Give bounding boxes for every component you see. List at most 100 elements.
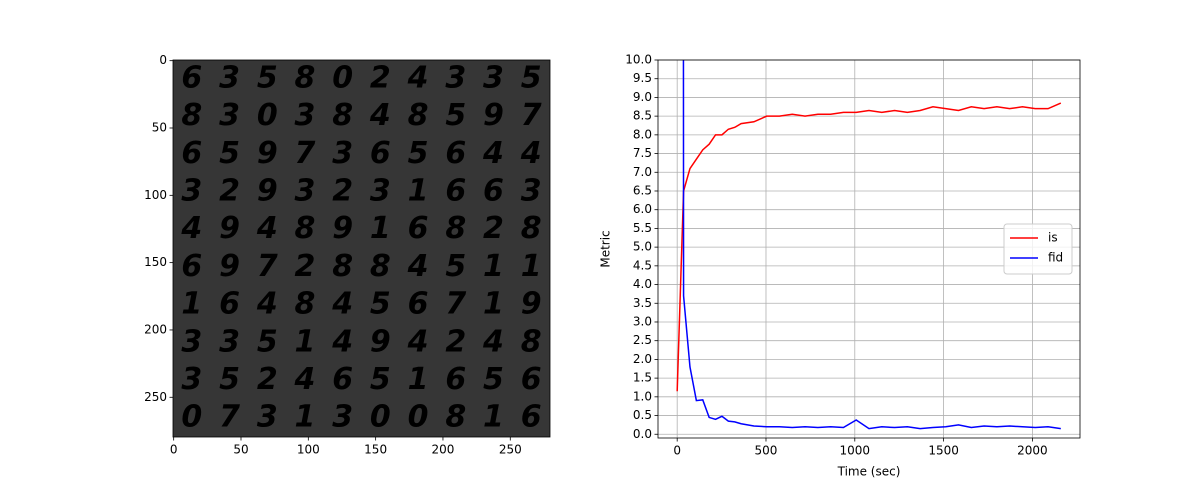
y-tick-label: 2.0 bbox=[633, 352, 652, 366]
y-tick-label: 0.0 bbox=[633, 427, 652, 441]
y-tick-label: 5.5 bbox=[633, 221, 652, 235]
digit: 4 bbox=[482, 136, 504, 171]
digit: 4 bbox=[331, 324, 353, 359]
y-tick-label: 8.5 bbox=[633, 109, 652, 123]
digit: 5 bbox=[483, 362, 504, 397]
digit: 3 bbox=[181, 173, 202, 208]
digit: 9 bbox=[219, 211, 240, 246]
digit: 3 bbox=[219, 98, 240, 133]
digit: 8 bbox=[445, 211, 466, 246]
digit: 5 bbox=[219, 136, 240, 171]
digit: 4 bbox=[520, 136, 542, 171]
y-axis-label: Metric bbox=[599, 230, 613, 267]
digit: 2 bbox=[370, 60, 391, 95]
digit: 1 bbox=[181, 287, 202, 322]
digit: 5 bbox=[257, 324, 278, 359]
digit: 8 bbox=[295, 60, 316, 95]
digit: 2 bbox=[445, 324, 466, 359]
digit: 0 bbox=[370, 400, 391, 435]
digit: 3 bbox=[445, 60, 466, 95]
digit: 8 bbox=[370, 249, 391, 284]
y-tick-label: 150 bbox=[144, 255, 167, 269]
digit: 9 bbox=[521, 287, 542, 322]
digit: 6 bbox=[521, 362, 542, 397]
digit: 3 bbox=[521, 173, 542, 208]
digit: 3 bbox=[332, 400, 353, 435]
x-tick-label: 200 bbox=[432, 443, 455, 457]
digit: 9 bbox=[257, 173, 278, 208]
y-tick-label: 3.0 bbox=[633, 314, 652, 328]
x-axis-label: Time (sec) bbox=[837, 465, 901, 479]
digit: 6 bbox=[370, 136, 391, 171]
digit: 3 bbox=[370, 173, 391, 208]
digit: 1 bbox=[483, 400, 504, 435]
x-tick-label: 500 bbox=[755, 444, 778, 458]
digit: 8 bbox=[521, 211, 542, 246]
y-tick-label: 7.5 bbox=[633, 146, 652, 160]
x-tick-label: 1500 bbox=[928, 444, 959, 458]
digit: 6 bbox=[408, 211, 429, 246]
digit: 6 bbox=[332, 362, 353, 397]
digit: 1 bbox=[483, 287, 504, 322]
digit: 0 bbox=[181, 400, 202, 435]
digit: 6 bbox=[219, 287, 240, 322]
digit: 3 bbox=[332, 136, 353, 171]
plot-area bbox=[676, 60, 1062, 430]
y-tick-label: 250 bbox=[144, 390, 167, 404]
axes-frame bbox=[172, 59, 551, 438]
y-tick-label: 1.0 bbox=[633, 389, 652, 403]
digit: 4 bbox=[331, 287, 353, 322]
digit: 3 bbox=[181, 324, 202, 359]
digit: 3 bbox=[219, 60, 240, 95]
y-tick-label: 7.0 bbox=[633, 165, 652, 179]
digit: 5 bbox=[521, 60, 542, 95]
x-tick-label: 1000 bbox=[840, 444, 871, 458]
y-tick-label: 4.0 bbox=[633, 277, 652, 291]
digit: 2 bbox=[257, 362, 278, 397]
y-tick-label: 1.5 bbox=[633, 371, 652, 385]
y-tick-label: 2.5 bbox=[633, 333, 652, 347]
digit: 4 bbox=[294, 362, 316, 397]
digit: 9 bbox=[483, 98, 504, 133]
digit: 5 bbox=[445, 98, 466, 133]
digit: 4 bbox=[180, 211, 202, 246]
digit: 2 bbox=[483, 211, 504, 246]
x-tick-label: 0 bbox=[673, 444, 681, 458]
y-tick-label: 3.5 bbox=[633, 296, 652, 310]
digit: 7 bbox=[521, 98, 542, 133]
legend-label: is bbox=[1048, 231, 1058, 245]
digit: 6 bbox=[445, 136, 466, 171]
digit: 5 bbox=[445, 249, 466, 284]
digit: 7 bbox=[257, 249, 278, 284]
digit: 3 bbox=[181, 362, 202, 397]
digit: 4 bbox=[482, 324, 504, 359]
digit: 1 bbox=[370, 211, 391, 246]
digit: 5 bbox=[370, 362, 391, 397]
digit: 3 bbox=[483, 60, 504, 95]
legend-label: fid bbox=[1048, 251, 1063, 265]
digit: 8 bbox=[332, 98, 353, 133]
digit: 2 bbox=[295, 249, 316, 284]
x-tick-label: 250 bbox=[499, 443, 522, 457]
digit: 3 bbox=[295, 98, 316, 133]
y-tick-label: 100 bbox=[144, 188, 167, 202]
digit: 3 bbox=[219, 324, 240, 359]
digit: 9 bbox=[219, 249, 240, 284]
digit: 4 bbox=[256, 211, 278, 246]
digit: 2 bbox=[219, 173, 240, 208]
digit: 3 bbox=[295, 173, 316, 208]
digit: 6 bbox=[181, 249, 202, 284]
digit: 6 bbox=[181, 136, 202, 171]
y-tick-label: 50 bbox=[152, 120, 167, 134]
y-tick-label: 9.5 bbox=[633, 71, 652, 85]
digit: 1 bbox=[295, 324, 316, 359]
digit: 0 bbox=[332, 60, 353, 95]
digit: 8 bbox=[445, 400, 466, 435]
digit: 6 bbox=[445, 362, 466, 397]
digit: 8 bbox=[408, 98, 429, 133]
digit: 9 bbox=[332, 211, 353, 246]
y-tick-label: 6.5 bbox=[633, 183, 652, 197]
digit: 0 bbox=[257, 98, 278, 133]
digit: 3 bbox=[257, 400, 278, 435]
